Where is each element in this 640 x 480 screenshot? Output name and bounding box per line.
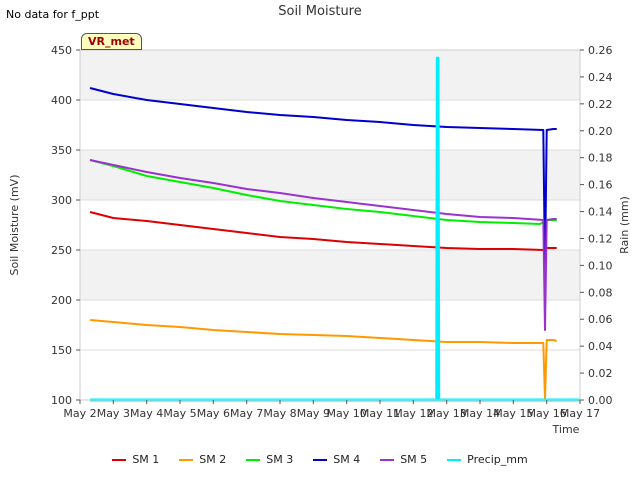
x-tick-label: May 3 [97,407,130,420]
left-tick-label: 300 [51,194,72,207]
x-tick-label: May 11 [360,407,400,420]
x-tick-label: May 16 [527,407,567,420]
left-tick-label: 350 [51,144,72,157]
right-tick-label: 0.26 [588,44,613,57]
legend-swatch [112,459,127,461]
legend-label: SM 4 [333,453,361,466]
x-tick-label: May 13 [427,407,467,420]
y-axis-label: Soil Moisture (mV) [8,175,21,276]
x-axis-label: Time [552,423,580,436]
chart-title: Soil Moisture [278,4,362,19]
legend-item: SM 1 [112,453,159,466]
x-tick-label: May 14 [460,407,500,420]
legend-label: SM 2 [199,453,227,466]
legend-item: SM 3 [246,453,293,466]
plot-frame [79,49,581,401]
x-tick-label: May 10 [327,407,367,420]
shaded-bands [80,50,580,300]
x-tick-label: May 17 [560,407,600,420]
x-tick-label: May 7 [230,407,263,420]
left-tick-label: 400 [51,94,72,107]
right-tick-label: 0.24 [588,71,613,84]
x-tick-label: May 6 [197,407,230,420]
series-line-sm-5 [89,159,557,331]
x-tick-label: May 9 [297,407,330,420]
left-tick-label: 150 [51,344,72,357]
series-lines [89,56,580,402]
legend-item: SM 2 [179,453,226,466]
legend-item: SM 5 [380,453,427,466]
shaded-band [80,250,580,300]
x-tick-label: May 5 [163,407,196,420]
left-tick-label: 100 [51,394,72,407]
right-tick-label: 0.20 [588,125,613,138]
right-tick-label: 0.14 [588,206,613,219]
series-line-sm-3 [89,159,557,225]
left-tick-label: 450 [51,44,72,57]
legend-swatch [179,459,194,461]
legend-label: SM 3 [266,453,294,466]
left-tick-label: 200 [51,294,72,307]
right-tick-label: 0.08 [588,286,613,299]
shaded-band [80,50,580,100]
right-tick-label: 0.18 [588,152,613,165]
legend-swatch [313,459,328,461]
x-tick-label: May 4 [130,407,163,420]
y2-axis-label: Rain (mm) [618,196,631,254]
x-tick-label: May 12 [393,407,433,420]
right-tick-label: 0.04 [588,340,613,353]
legend: SM 1 SM 2 SM 3 SM 4 SM 5 Precip_mm [0,453,640,466]
gridlines [80,49,580,401]
left-axis-ticks: 100 150 200 250 300 350 400 450 [51,44,80,407]
site-badge: VR_met [81,33,142,50]
right-tick-label: 0.16 [588,179,613,192]
x-tick-label: May 2 [63,407,96,420]
right-tick-label: 0.22 [588,98,613,111]
right-tick-label: 0.10 [588,259,613,272]
no-data-note: No data for f_ppt [6,8,100,21]
right-axis-ticks: 0.00 0.02 0.04 0.06 0.08 0.10 0.12 0.14 0.16 0.18… [580,44,613,407]
x-tick-label: May 15 [493,407,533,420]
right-tick-label: 0.06 [588,313,613,326]
legend-swatch [246,459,261,461]
right-tick-label: 0.00 [588,394,613,407]
series-line-sm-2 [89,319,557,400]
legend-swatch [447,459,462,461]
right-tick-label: 0.02 [588,367,613,380]
legend-label: SM 1 [132,453,160,466]
left-tick-label: 250 [51,244,72,257]
shaded-band [80,150,580,200]
right-tick-label: 0.12 [588,232,613,245]
legend-item: SM 4 [313,453,360,466]
legend-label: Precip_mm [467,453,528,466]
x-tick-label: May 8 [263,407,296,420]
legend-item: Precip_mm [447,453,528,466]
legend-swatch [380,459,395,461]
legend-label: SM 5 [400,453,428,466]
x-axis-ticks: May 2 May 3 May 4 May 5 May 6 May 7 May 8 May 9… [63,400,600,420]
series-line-precip-mm [90,56,580,402]
